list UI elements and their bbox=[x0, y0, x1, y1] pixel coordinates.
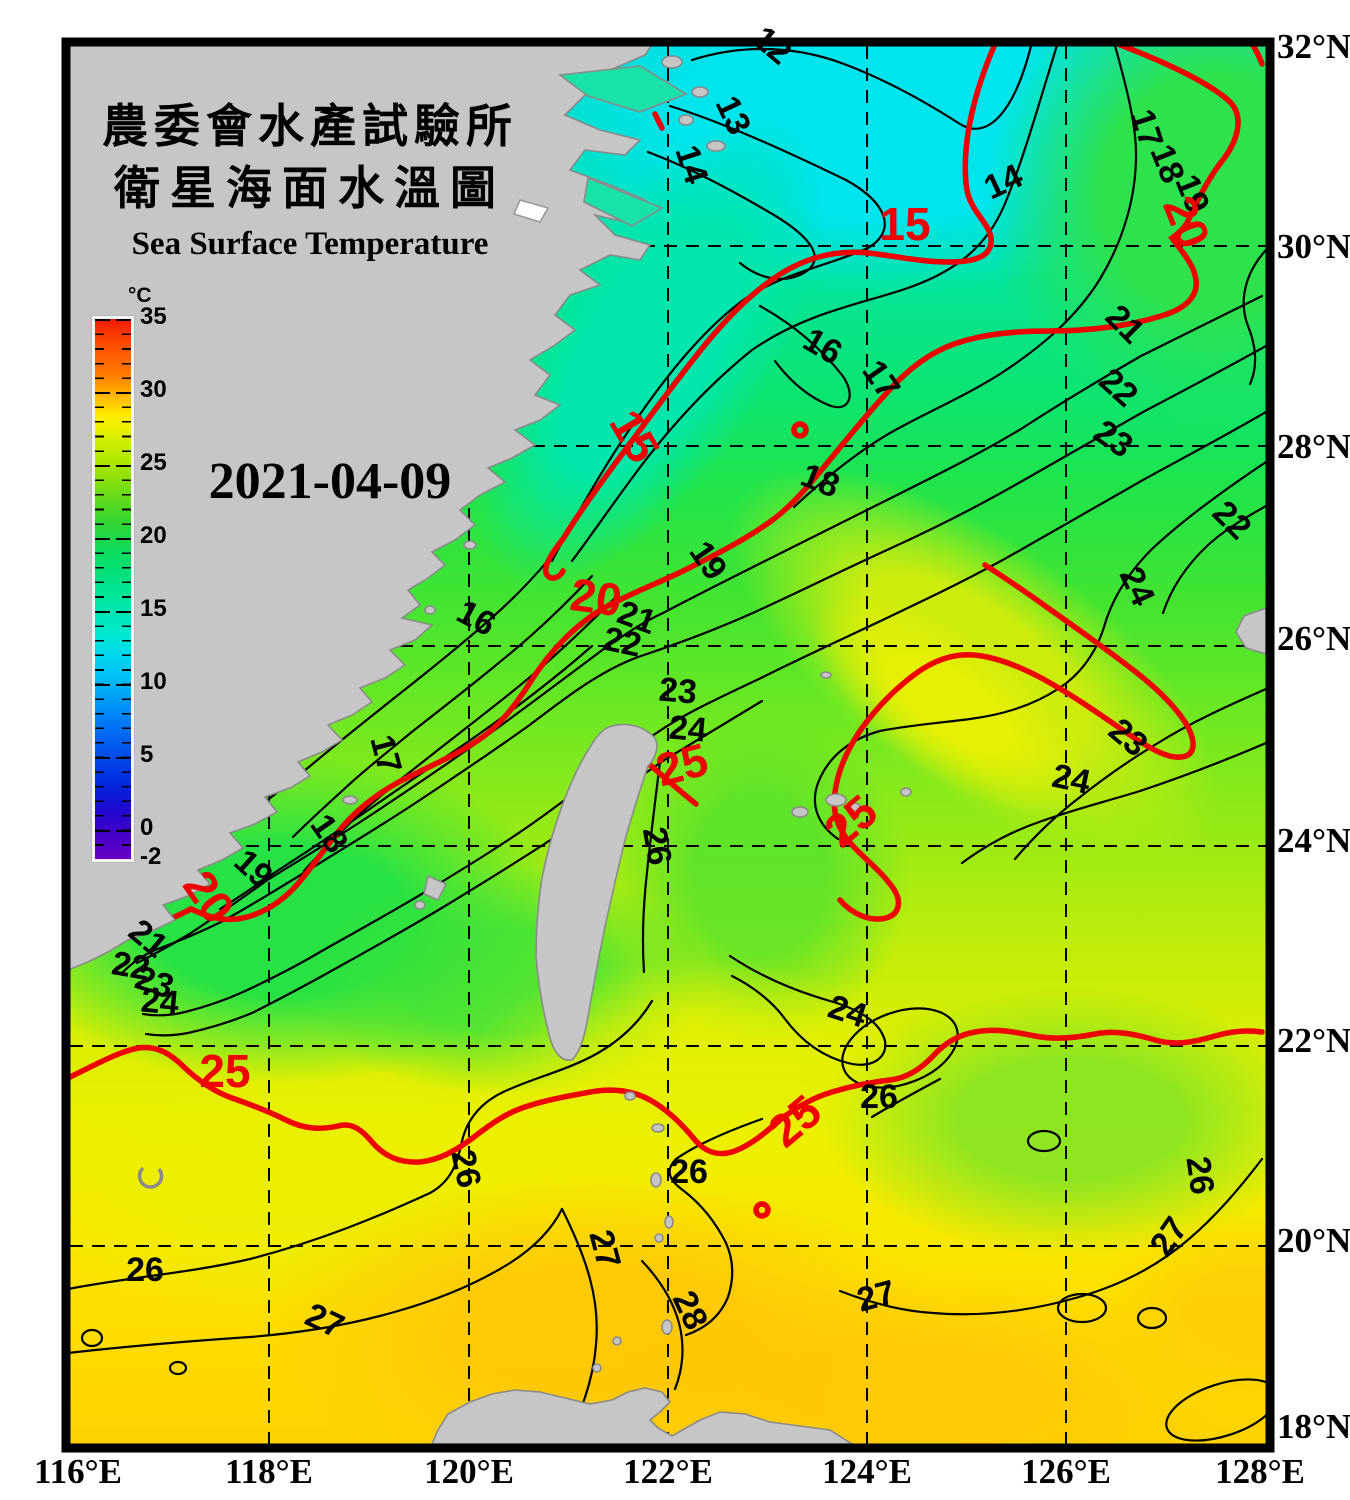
colorbar-major-ticks-left bbox=[95, 319, 110, 859]
lon-label: 116°E bbox=[34, 1452, 122, 1491]
contour-label: 24 bbox=[1049, 757, 1094, 802]
island bbox=[463, 540, 477, 550]
colorbar-tick-label: 20 bbox=[140, 521, 167, 549]
estuary-inlet bbox=[557, 65, 688, 113]
okinawa-edge-island bbox=[1235, 607, 1266, 655]
isotherms-major-red bbox=[70, 46, 1265, 1219]
colorbar-tick-label: 15 bbox=[140, 594, 167, 622]
lon-label: 128°E bbox=[1215, 1452, 1305, 1491]
contour-label: 26 bbox=[635, 824, 679, 868]
lon-label: 120°E bbox=[424, 1452, 514, 1491]
island bbox=[661, 55, 683, 69]
batanes-island bbox=[661, 1319, 673, 1335]
colorbar-tick-label: 10 bbox=[140, 667, 167, 695]
colorbar-tick-label: 5 bbox=[140, 740, 154, 768]
contour-label: 26 bbox=[126, 1251, 164, 1289]
yaeyama-island bbox=[825, 793, 847, 807]
taiwan bbox=[535, 723, 658, 1061]
colorbar-tick-label: 0 bbox=[140, 813, 154, 841]
lon-label: 122°E bbox=[623, 1452, 713, 1491]
colorbar-unit-label: °C bbox=[128, 284, 152, 307]
penghu-islands bbox=[423, 874, 448, 902]
contour-label: 15 bbox=[879, 198, 930, 250]
contour-label: 26 bbox=[1178, 1154, 1221, 1197]
lat-label: 28°N bbox=[1277, 427, 1350, 466]
contour-label: 24 bbox=[139, 981, 180, 1022]
contour-label: 20 bbox=[567, 568, 625, 627]
miyako-island bbox=[900, 787, 912, 797]
lat-label: 24°N bbox=[1277, 821, 1350, 860]
estuary-white-flat bbox=[512, 199, 550, 223]
colorbar-tick-label: 35 bbox=[140, 303, 167, 330]
island bbox=[678, 114, 694, 126]
luzon bbox=[431, 1387, 854, 1444]
colorbar-tick-label: 25 bbox=[140, 448, 167, 476]
lat-label: 22°N bbox=[1277, 1021, 1350, 1060]
island bbox=[706, 140, 726, 152]
title-chinese-line1: 農委會水產試驗所 bbox=[102, 101, 518, 152]
lat-label: 30°N bbox=[1277, 227, 1350, 266]
lon-label: 118°E bbox=[225, 1452, 313, 1491]
contour-label: 26 bbox=[860, 1078, 898, 1116]
penghu-islands bbox=[414, 900, 426, 910]
island bbox=[691, 86, 709, 98]
map-border bbox=[61, 37, 1275, 1453]
island bbox=[820, 671, 832, 679]
yaeyama-island bbox=[847, 802, 861, 812]
colorbar-tick-label: 30 bbox=[140, 375, 167, 403]
lat-label: 26°N bbox=[1277, 619, 1350, 658]
estuary-inlet bbox=[583, 176, 664, 227]
lon-label: 124°E bbox=[822, 1452, 912, 1491]
lat-label: 32°N bbox=[1277, 27, 1350, 66]
orchid-island bbox=[651, 1123, 665, 1133]
lon-label: 126°E bbox=[1021, 1452, 1111, 1491]
longitude-axis-labels: 116°E 118°E 120°E 122°E 124°E 126°E 128°E bbox=[34, 1452, 1305, 1491]
batanes-island bbox=[650, 1172, 662, 1188]
yaeyama-island bbox=[791, 806, 809, 818]
contour-label: 26 bbox=[670, 1153, 708, 1191]
contour-label: 25 bbox=[199, 1045, 250, 1097]
dongsha-atoll-ring bbox=[137, 1166, 164, 1189]
contour-label: 24 bbox=[667, 708, 708, 749]
colorbar-tick-label: -2 bbox=[140, 843, 162, 870]
batanes-island bbox=[664, 1215, 674, 1229]
batanes-island bbox=[612, 1336, 622, 1346]
land-masses bbox=[70, 46, 1266, 1444]
batanes-island bbox=[654, 1233, 664, 1243]
contour-label: 22 bbox=[600, 620, 645, 665]
colorbar-major-ticks-right bbox=[116, 319, 131, 859]
lat-label: 20°N bbox=[1277, 1221, 1350, 1260]
island bbox=[342, 795, 358, 805]
green-island bbox=[624, 1091, 636, 1101]
china-mainland bbox=[70, 46, 652, 971]
latitude-axis-labels: 32°N 30°N 28°N 26°N 24°N 22°N 20°N 18°N bbox=[1277, 27, 1350, 1446]
island bbox=[424, 605, 436, 615]
title-english: Sea Surface Temperature bbox=[131, 226, 489, 263]
colorbar-gradient bbox=[91, 315, 135, 863]
title-chinese-line2: 衛星海面水溫圖 bbox=[114, 163, 506, 215]
lat-label: 18°N bbox=[1277, 1407, 1350, 1446]
map-header: 農委會水產試驗所 衛星海面水溫圖 Sea Surface Temperature bbox=[95, 96, 525, 263]
contour-label: 22 bbox=[109, 944, 153, 988]
contour-label: 23 bbox=[657, 670, 698, 711]
contour-label: 26 bbox=[443, 1146, 488, 1191]
date-label: 2021-04-09 bbox=[208, 453, 452, 510]
batanes-island bbox=[592, 1363, 602, 1373]
